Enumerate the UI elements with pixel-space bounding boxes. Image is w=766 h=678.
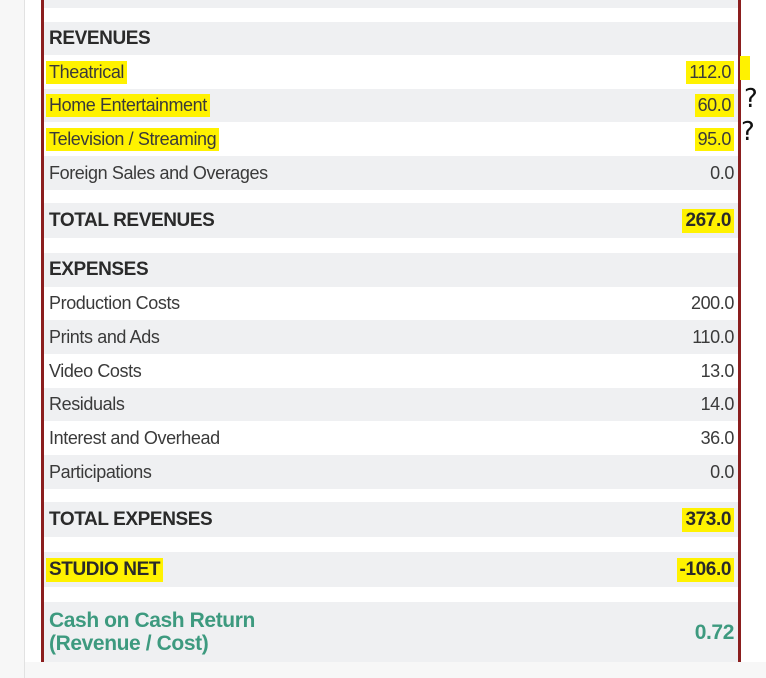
row-label: Production Costs [49,293,180,313]
row-label: Video Costs [49,360,142,381]
studio-net-row: STUDIO NET -106.0 [44,552,738,587]
table-row: Residuals 14.0 [44,388,738,421]
table-row: Video Costs 13.0 [44,354,738,388]
row-value: 200.0 [690,293,734,313]
row-value: 14.0 [700,394,735,414]
table-row: Foreign Sales and Overages 0.0 [44,156,738,190]
total-revenues-row: TOTAL REVENUES 267.0 [44,203,738,238]
row-value: 13.0 [700,360,735,381]
question-annotation: ? [741,117,755,147]
highlight-mark [740,56,750,80]
row-label: Foreign Sales and Overages [49,162,268,183]
row-label: Home Entertainment [46,94,210,117]
row-label: Television / Streaming [46,127,220,151]
row-label: Theatrical [46,60,128,84]
total-expenses-row: TOTAL EXPENSES 373.0 [44,502,738,537]
table-row: Interest and Overhead 36.0 [44,421,738,455]
row-label: Residuals [49,394,125,414]
row-value: 110.0 [692,326,734,347]
row-label: Participations [49,461,152,482]
row-value: 36.0 [700,427,735,448]
table-row: Theatrical 112.0 [44,55,738,89]
row-value: 95.0 [694,127,734,151]
row-label: Prints and Ads [49,326,160,347]
row-value: 112.0 [686,60,734,84]
top-strip [44,0,738,8]
row-value: 60.0 [694,94,734,117]
table-row: Participations 0.0 [44,455,738,489]
left-panel [0,0,25,678]
table-row: Television / Streaming 95.0 [44,122,738,156]
row-value: 0.0 [710,461,734,482]
row-value: 0.0 [710,162,734,183]
expenses-header: EXPENSES [44,253,738,287]
question-annotation: ? [744,84,758,114]
cash-return-value: 0.72 [694,620,735,644]
table-row: Production Costs 200.0 [44,287,738,320]
cash-on-cash-row: Cash on Cash Return (Revenue / Cost) 0.72 [44,602,738,662]
revenues-header: REVENUES [44,22,738,55]
table-row: Prints and Ads 110.0 [44,320,738,354]
cash-return-label: Cash on Cash Return (Revenue / Cost) [49,609,255,655]
table-row: Home Entertainment 60.0 [44,89,738,122]
row-label: Interest and Overhead [49,427,220,448]
